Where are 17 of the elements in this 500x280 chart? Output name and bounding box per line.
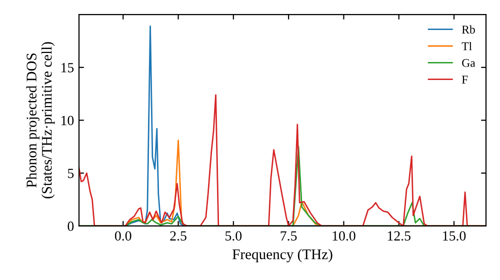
y-tick-label: 15 (61, 63, 74, 72)
x-tick-label: 5.0 (226, 231, 242, 241)
x-tick-label: 7.5 (280, 231, 297, 241)
legend-label: F (462, 76, 468, 84)
x-tick-label: 10.0 (332, 231, 356, 241)
legend-label: Ga (462, 58, 476, 67)
y-tick-label: 10 (61, 116, 74, 126)
legend-label: Rb (462, 25, 475, 34)
legend-label: Tl (462, 42, 472, 50)
x-tick-label: 2.5 (170, 231, 186, 241)
x-tick-label: 12.5 (388, 231, 410, 241)
x-tick-label: 0.0 (114, 231, 132, 241)
y-tick-label: 5 (68, 168, 74, 178)
y-tick-label: 0 (68, 222, 74, 231)
y-axis-title: Phonon projected DOS (States/THz·primitive cell) (26, 42, 55, 198)
x-tick-label: 15.0 (443, 231, 466, 241)
x-axis-title: Frequency (THz) (232, 248, 332, 262)
